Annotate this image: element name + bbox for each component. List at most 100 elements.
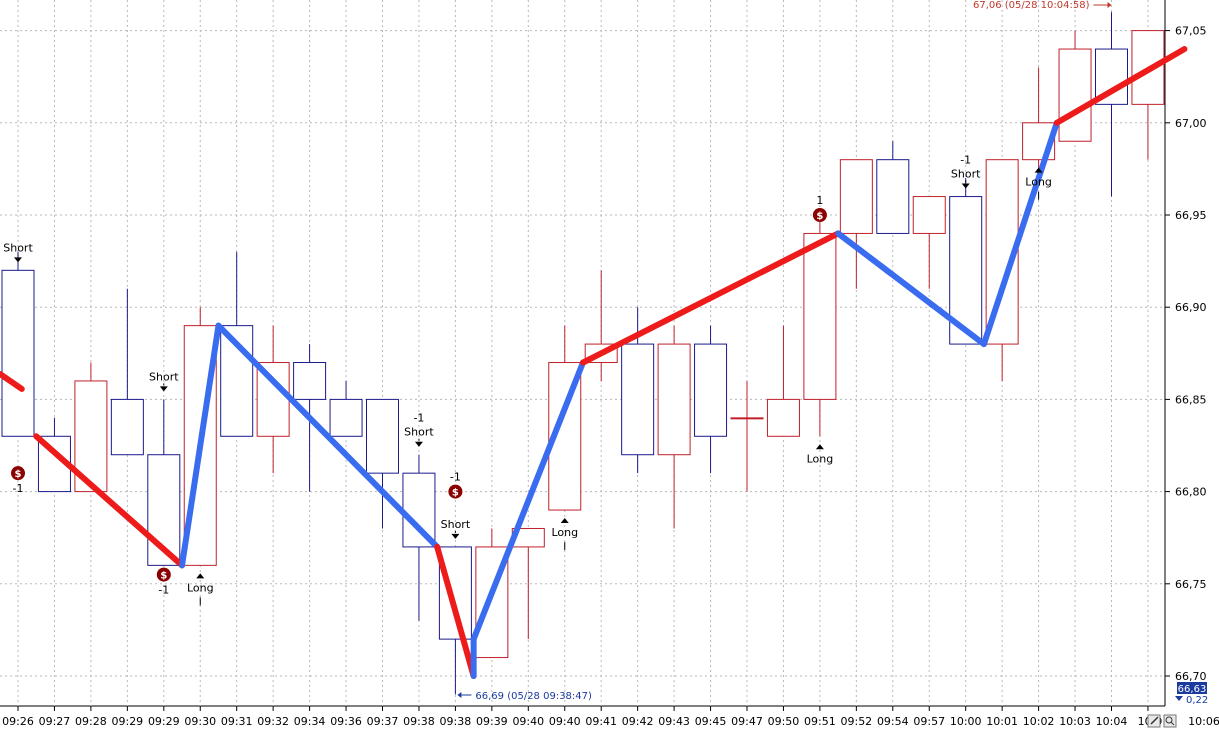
candle-body — [1095, 48, 1128, 105]
last-price-badge-text: 66,63 — [1178, 684, 1207, 695]
x-tick-label: 09:31 — [221, 715, 253, 728]
y-tick-label: 66,95 — [1175, 209, 1207, 222]
candle-body — [329, 398, 363, 437]
x-tick-label: 10:04 — [1096, 715, 1128, 728]
signal-note: -1 — [960, 154, 971, 167]
y-tick-label: 66,75 — [1175, 578, 1207, 591]
signals: ShortShortLongShort-1ShortLongLongShort-… — [3, 154, 1052, 606]
x-tick-label: 10:00 — [950, 715, 982, 728]
stop-markers: $ -1 $ -1 $ -1 $1 — [11, 194, 827, 597]
short-arrow — [14, 257, 22, 263]
stop-icon — [448, 484, 463, 499]
stop-icon-glyph: $ — [816, 211, 823, 222]
x-tick-label: 09:36 — [330, 715, 362, 728]
x-tick-label: 09:39 — [476, 715, 508, 728]
stop-note: -1 — [13, 482, 24, 495]
zoom-icon-lens — [1165, 716, 1173, 724]
x-tick-label: 09:42 — [622, 715, 654, 728]
zigzag-segment — [835, 230, 987, 348]
x-tick-label: 09:41 — [585, 715, 617, 728]
stop-icon — [812, 208, 827, 222]
zigzag-segment — [1053, 46, 1188, 126]
zigzag-segment — [0, 370, 25, 392]
long-arrow — [196, 573, 205, 579]
x-tick-label: 09:29 — [148, 715, 180, 728]
x-tick-label: 09:32 — [257, 715, 289, 728]
long-signal-label: Long — [807, 452, 834, 465]
x-tick-label: 10:06 — [1188, 715, 1219, 728]
x-tick-label: 09:28 — [75, 715, 107, 728]
candle-body — [1, 269, 35, 437]
short-arrow — [159, 386, 168, 392]
zigzag-segment — [33, 433, 186, 569]
x-tick-label: 10:01 — [986, 715, 1018, 728]
x-tick-label: 09:38 — [403, 715, 435, 728]
candle-body — [730, 417, 764, 420]
short-arrow — [451, 533, 460, 539]
x-tick-label: 09:30 — [184, 715, 216, 728]
zigzag-segment — [179, 322, 222, 569]
signal-note: -1 — [413, 412, 424, 425]
x-tick-label: 09:40 — [549, 715, 581, 728]
short-arrow — [961, 183, 970, 189]
short-signal-label: Short — [404, 426, 434, 439]
candle-body — [803, 232, 837, 400]
x-tick-label: 09:29 — [111, 715, 143, 728]
stop-note: -1 — [450, 471, 461, 484]
stop-icon-glyph: $ — [15, 469, 22, 480]
x-tick-label: 09:27 — [39, 715, 71, 728]
short-arrow — [414, 441, 423, 447]
candle-body — [256, 362, 290, 437]
low-annotation-arrow — [457, 692, 462, 698]
candle-body — [147, 454, 181, 566]
x-tick-label: 10:02 — [1023, 715, 1055, 728]
x-tick-label: 09:52 — [840, 715, 872, 728]
x-tick-label: 09:43 — [658, 715, 690, 728]
x-tick-label: 09:38 — [440, 715, 472, 728]
stop-icon — [156, 567, 171, 582]
x-tick-label: 09:51 — [804, 715, 836, 728]
stop-icon — [11, 466, 25, 481]
long-arrow — [1034, 167, 1043, 173]
y-tick-label: 67,05 — [1175, 25, 1207, 38]
zigzag-segment — [434, 543, 477, 679]
candle-body — [293, 362, 327, 400]
candle-body — [912, 196, 946, 234]
x-tick-label: 09:50 — [768, 715, 800, 728]
stop-note: 1 — [816, 194, 823, 207]
zigzag-segment — [470, 359, 586, 643]
zigzag-line — [0, 46, 1188, 679]
y-tick-label: 66,85 — [1175, 393, 1207, 406]
stop-icon-glyph: $ — [160, 571, 167, 582]
x-tick-label: 09:54 — [877, 715, 909, 728]
y-tick-label: 66,90 — [1175, 301, 1207, 314]
candle-body — [366, 398, 399, 474]
x-tick-label: 09:40 — [512, 715, 544, 728]
long-signal-label: Long — [187, 581, 214, 594]
candle-body — [694, 343, 728, 437]
candle-body — [657, 343, 691, 456]
stop-icon-glyph: $ — [452, 488, 459, 499]
long-arrow — [560, 518, 569, 524]
candle-body — [876, 159, 910, 234]
candle-body — [1058, 48, 1092, 142]
x-tick-label: 09:34 — [294, 715, 326, 728]
short-signal-label: Short — [951, 168, 981, 181]
zigzag-segment — [215, 322, 441, 550]
x-tick-label: 09:47 — [731, 715, 763, 728]
candle-body — [839, 159, 873, 234]
short-signal-label: Short — [441, 518, 471, 531]
x-tick-label: 10:03 — [1059, 715, 1091, 728]
candle-body — [621, 343, 655, 456]
x-tick-label: 09:26 — [2, 715, 34, 728]
change-down-icon — [1175, 696, 1183, 701]
last-price-badge — [1177, 682, 1207, 694]
long-arrow — [815, 444, 824, 450]
low-annotation: 66,69 (05/28 09:38:47) — [475, 691, 592, 702]
long-signal-label: Long — [551, 526, 578, 539]
edit-icon-stroke — [1150, 716, 1159, 725]
stop-note: -1 — [158, 584, 169, 597]
change-value: 0,22 — [1186, 695, 1208, 706]
candle-body — [766, 398, 800, 437]
